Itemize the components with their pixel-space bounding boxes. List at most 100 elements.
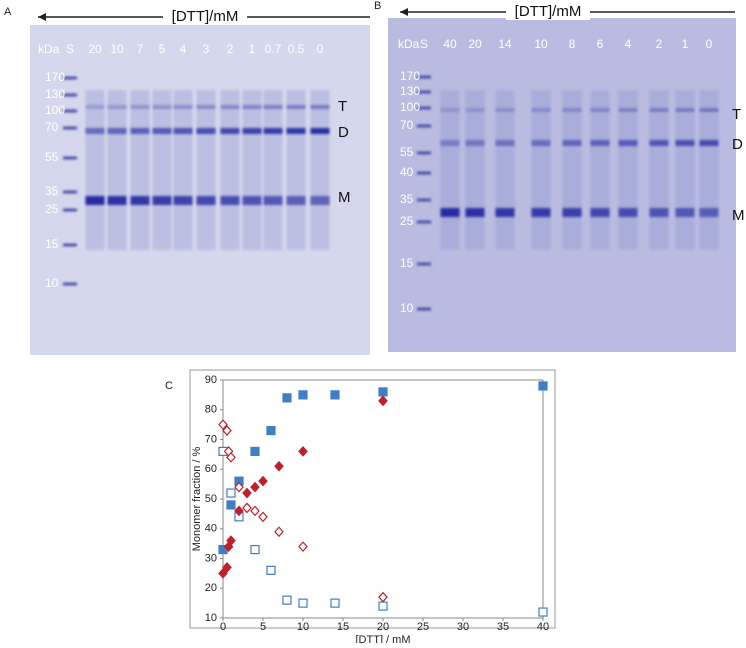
point — [234, 505, 244, 517]
lane-label: 20 — [88, 42, 102, 56]
point — [378, 601, 388, 611]
gel: kDa S 20 10 7 5 4 3 2 1 0.7 0.5 0 170 130 100 70 55 35 25 15… — [38, 42, 351, 290]
band-t — [85, 105, 105, 109]
band-m — [590, 208, 610, 217]
lane-smear — [675, 90, 695, 250]
ladder-band — [63, 126, 77, 130]
y-axis-label: Monomer fraction / % — [191, 447, 203, 552]
band-t — [173, 105, 193, 109]
marker-label: 15 — [400, 256, 414, 270]
lane-label: 40 — [443, 37, 457, 51]
marker-label: 130 — [45, 87, 65, 101]
point — [330, 390, 340, 400]
unit-label: kDa — [38, 42, 60, 56]
arrow-head — [400, 8, 408, 16]
marker-label: 170 — [400, 69, 420, 83]
gel: kDa S 40 20 14 10 8 6 4 2 1 01701301007055403525151… — [398, 37, 745, 315]
band-t — [590, 108, 610, 112]
lane-smear — [562, 90, 582, 250]
band-d — [242, 128, 262, 134]
band-m — [107, 196, 127, 205]
band-m — [85, 196, 105, 205]
ladder-band — [417, 220, 431, 224]
ladder-band — [417, 124, 431, 128]
ladder-band — [63, 282, 77, 286]
ladder-band — [63, 156, 77, 160]
band-m — [562, 208, 582, 217]
y-tick-label: 20 — [205, 582, 217, 594]
lane-smear — [152, 90, 172, 250]
band-t — [286, 105, 306, 109]
lane-label: 2 — [656, 37, 663, 51]
band-d — [675, 140, 695, 146]
lane-smear — [173, 90, 193, 250]
lane-label: 0.7 — [265, 42, 282, 56]
point — [250, 446, 260, 456]
x-tick-label: 25 — [417, 621, 429, 633]
x-axis-label: [DTT] / mM — [356, 634, 411, 643]
point — [218, 419, 228, 431]
band-d — [310, 128, 330, 134]
band-d — [495, 140, 515, 146]
y-tick-label: 10 — [205, 612, 217, 624]
lane-smear — [495, 90, 515, 250]
band-d — [465, 140, 485, 146]
band-m — [495, 208, 515, 217]
marker-label: 10 — [45, 276, 59, 290]
band-label: T — [732, 106, 741, 123]
x-tick-label: 35 — [497, 621, 509, 633]
band-m — [310, 196, 330, 205]
point — [298, 541, 308, 553]
unit-label: kDa — [398, 37, 420, 51]
band-t — [699, 108, 719, 112]
band-t — [618, 108, 638, 112]
lane-smear — [310, 90, 330, 250]
lane-smear — [590, 90, 610, 250]
band-t — [196, 105, 216, 109]
marker-label: 130 — [400, 84, 420, 98]
lane-label: 0 — [706, 37, 713, 51]
ladder-band — [63, 109, 77, 113]
lane-label: 1 — [249, 42, 256, 56]
band-t — [465, 108, 485, 112]
lane-smear — [618, 90, 638, 250]
x-tick-label: 5 — [260, 621, 266, 633]
band-d — [440, 140, 460, 146]
point — [538, 607, 548, 617]
band-d — [152, 128, 172, 134]
lane-label: S — [420, 37, 428, 51]
point — [242, 502, 252, 514]
band-d — [130, 128, 150, 134]
marker-label: 70 — [400, 118, 414, 132]
band-m — [699, 208, 719, 217]
point — [378, 395, 388, 407]
marker-label: 15 — [45, 237, 59, 251]
lane-label: 4 — [625, 37, 632, 51]
marker-label: 35 — [400, 192, 414, 206]
band-m — [440, 208, 460, 217]
lane-smear — [699, 90, 719, 250]
point — [378, 387, 388, 397]
lane-label: 0.5 — [288, 42, 305, 56]
band-d — [220, 128, 240, 134]
marker-label: 25 — [400, 214, 414, 228]
band-label: D — [338, 124, 349, 141]
y-tick-label: 80 — [205, 404, 217, 416]
band-m — [196, 196, 216, 205]
marker-label: 100 — [45, 103, 65, 117]
point — [222, 562, 232, 573]
y-tick-label: 40 — [205, 523, 217, 535]
lane-label: 10 — [110, 42, 124, 56]
point — [226, 535, 236, 547]
ladder-band — [417, 262, 431, 266]
x-tick-label: 20 — [377, 621, 389, 633]
ladder-band — [63, 76, 77, 80]
marker-label: 100 — [400, 100, 420, 114]
ladder-band — [417, 307, 431, 311]
point — [378, 591, 388, 603]
band-t — [152, 105, 172, 109]
lane-smear — [286, 90, 306, 250]
lane-label: 14 — [498, 37, 512, 51]
ladder-band — [417, 151, 431, 155]
band-d — [649, 140, 669, 146]
